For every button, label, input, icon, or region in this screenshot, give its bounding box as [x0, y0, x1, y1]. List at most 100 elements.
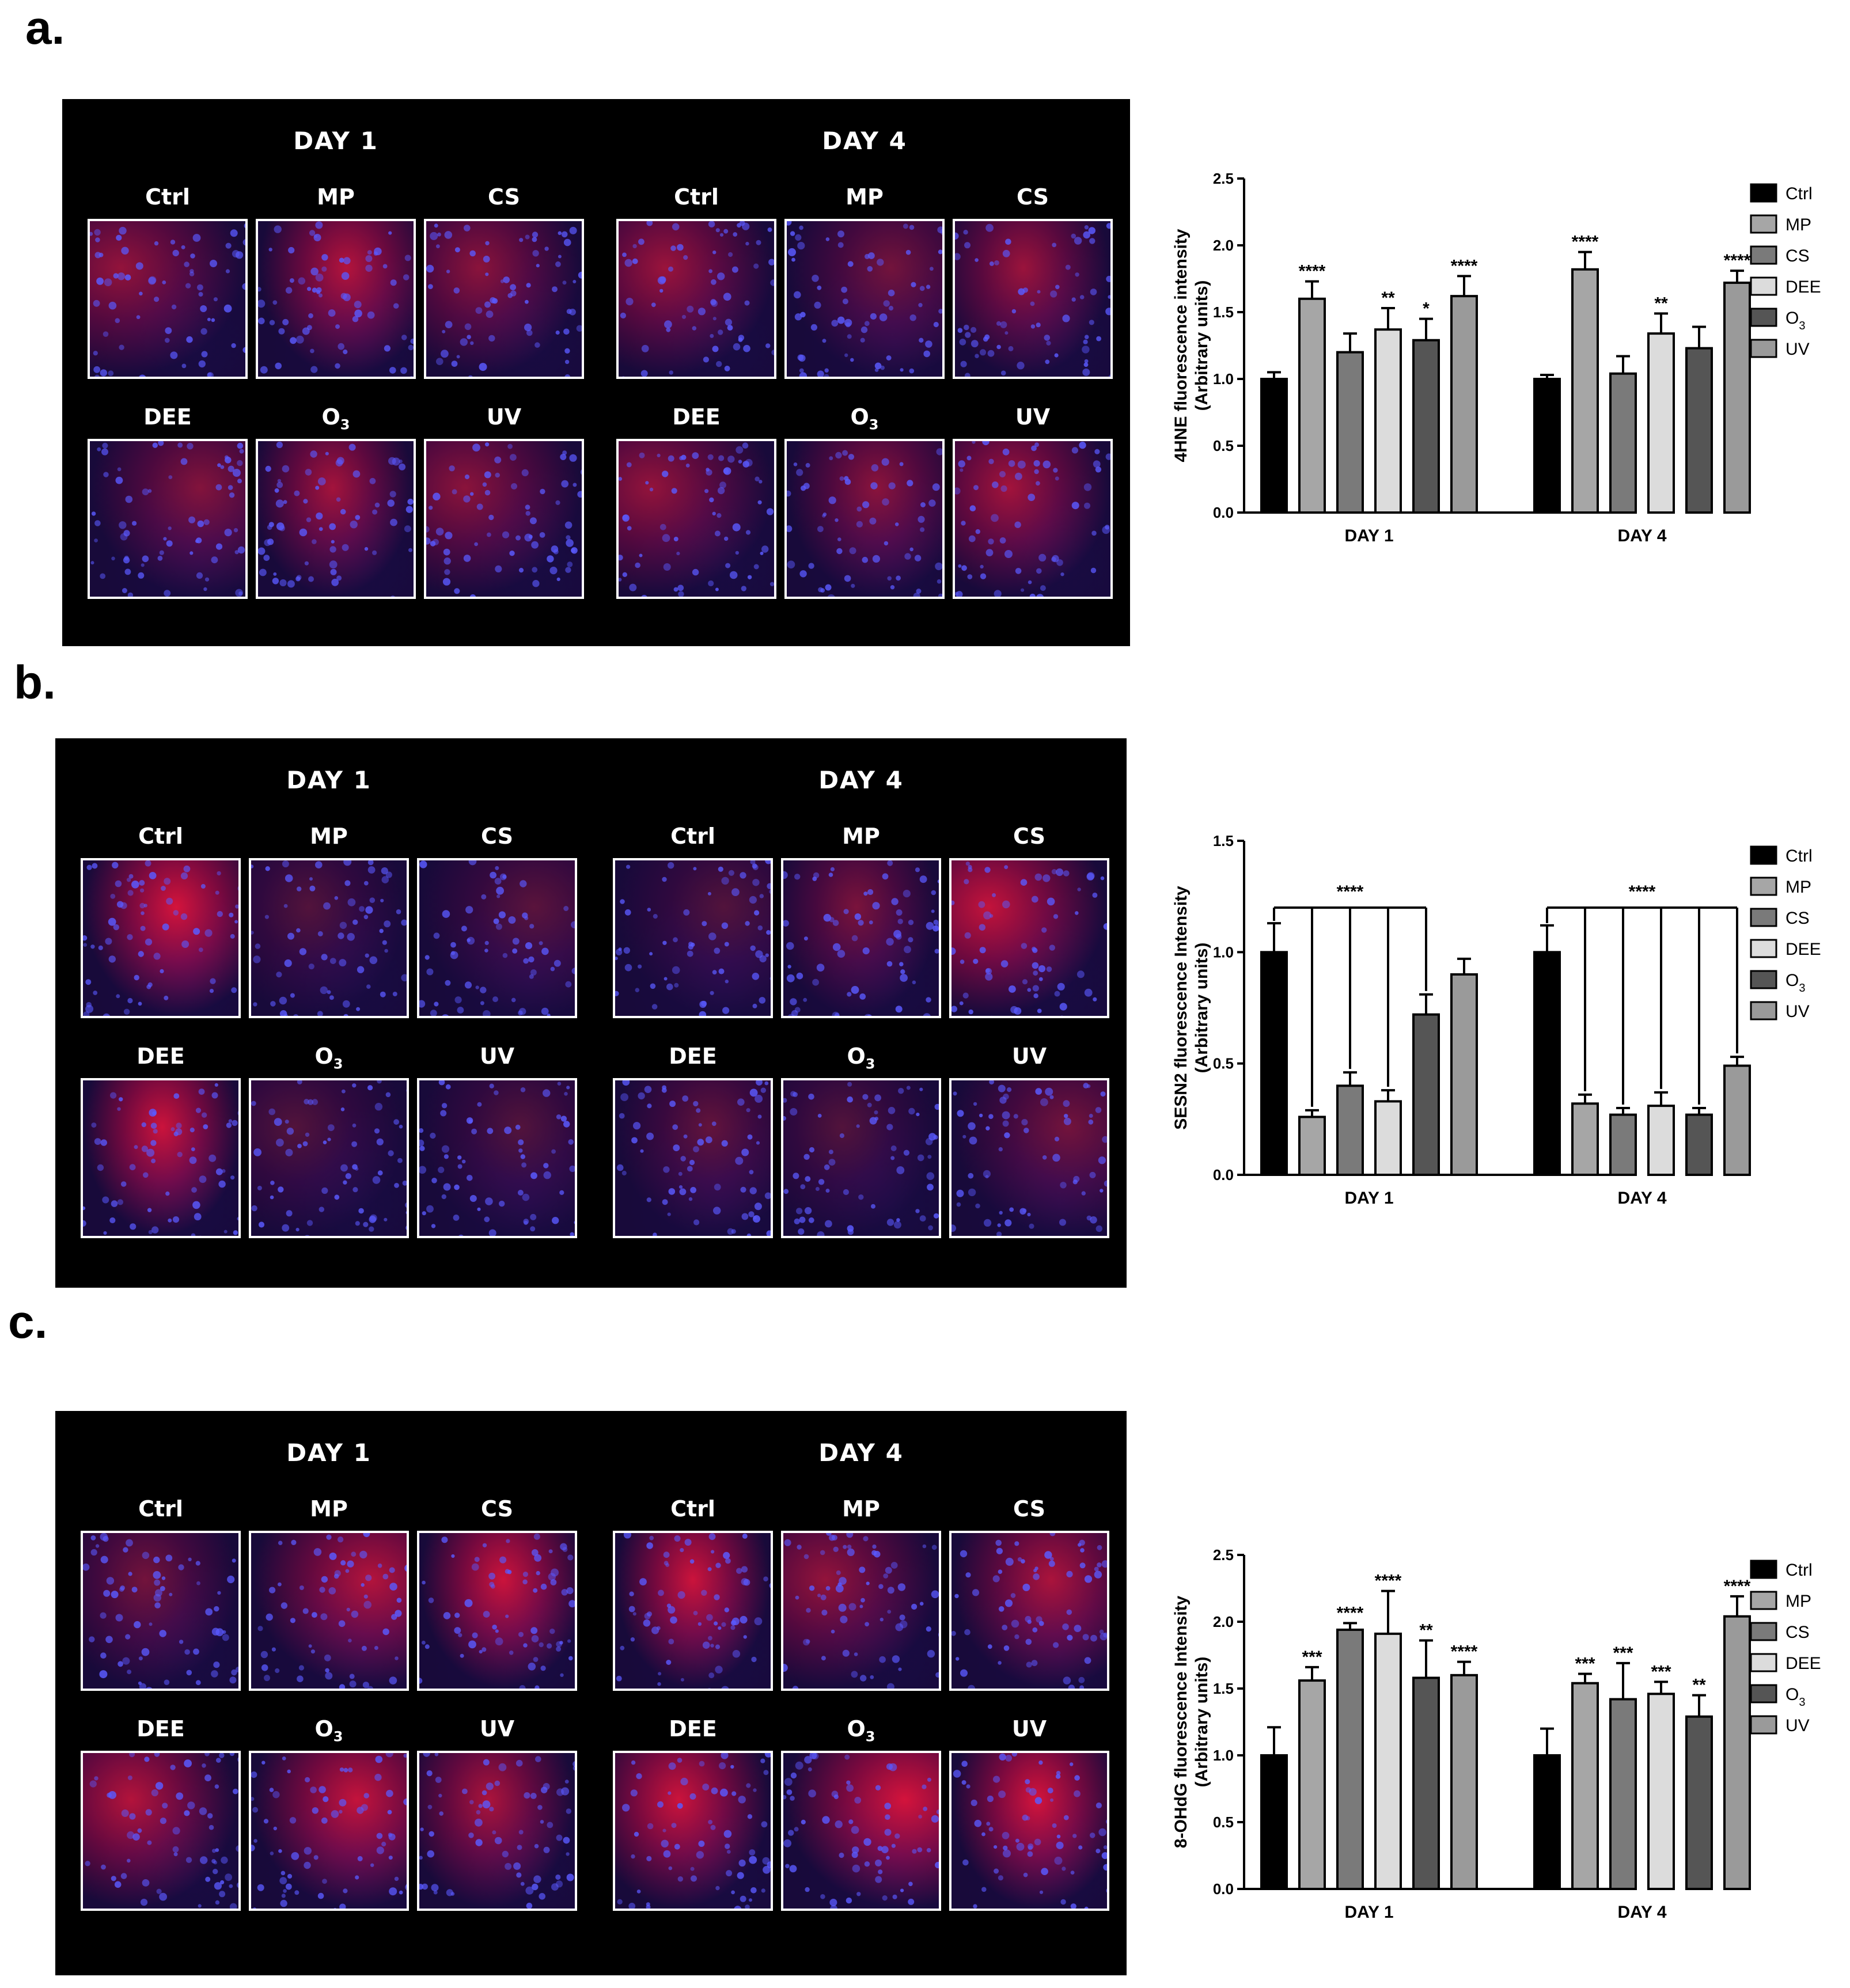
micrograph-tile [88, 219, 248, 379]
legend-label: MP [1785, 1592, 1811, 1611]
micrograph-tile [613, 858, 773, 1018]
micrograph-tile [949, 1751, 1109, 1911]
legend-subscript: 3 [1799, 982, 1805, 995]
nuclei-pattern [251, 1080, 407, 1236]
legend-swatch [1750, 308, 1777, 327]
y-axis-label: SESN2 fluorescence Intensity [1172, 886, 1191, 1130]
bar [1609, 1698, 1637, 1890]
micrograph-tile [781, 858, 941, 1018]
bracket-significance-label: **** [1629, 882, 1656, 901]
micrograph-tile [417, 1531, 577, 1691]
tile-label: Ctrl [88, 184, 248, 210]
tile-label-text: O [314, 1716, 333, 1742]
bar [1298, 297, 1326, 514]
y-axis-label-units: (Arbitrary units) [1192, 280, 1211, 411]
tile-label-text: CS [1017, 184, 1049, 210]
tile-label: MP [784, 184, 945, 210]
tile-label: CS [417, 824, 577, 849]
micrograph-tile [417, 858, 577, 1018]
legend-label: CS [1785, 1623, 1810, 1642]
x-category-label: DAY 1 [1344, 1903, 1393, 1922]
legend-label: MP [1785, 215, 1811, 234]
tile-label-text: MP [310, 1496, 348, 1522]
tile-label-text: CS [488, 184, 520, 210]
y-tick-label: 1.5 [1213, 1680, 1234, 1697]
significance-label: **** [1572, 233, 1599, 252]
tile-label: Ctrl [613, 824, 773, 849]
nuclei-pattern [419, 1753, 575, 1909]
bar [1336, 1628, 1364, 1890]
tile-label-text: O [314, 1044, 333, 1069]
y-axis-label-units: (Arbitrary units) [1192, 943, 1211, 1073]
tile-label: Ctrl [81, 824, 241, 849]
tile-label-text: UV [479, 1716, 515, 1742]
legend-label: CS [1785, 246, 1810, 265]
bar [1571, 1102, 1599, 1176]
significance-label: ** [1692, 1676, 1706, 1695]
legend-swatch [1750, 183, 1777, 203]
x-category-label: DAY 4 [1617, 1903, 1666, 1922]
nuclei-pattern [90, 441, 245, 597]
bar [1609, 372, 1637, 514]
nuclei-pattern [787, 221, 942, 377]
nuclei-pattern [616, 1080, 771, 1236]
bar [1260, 951, 1288, 1176]
panel-label-a: a. [25, 2, 65, 54]
tile-label-subscript: 3 [865, 1728, 875, 1745]
nuclei-pattern [257, 1533, 407, 1689]
day-title: DAY 4 [818, 1439, 904, 1467]
legend-swatch [1750, 845, 1777, 865]
legend-label: Ctrl [1785, 1561, 1813, 1580]
micrograph-tile [249, 1531, 409, 1691]
bar [1336, 351, 1364, 514]
micrograph-tile [949, 1531, 1109, 1691]
legend-label: O3 [1785, 971, 1805, 995]
y-axis-label-units: (Arbitrary units) [1192, 1657, 1211, 1788]
bar [1260, 378, 1288, 514]
bar [1533, 951, 1561, 1176]
y-tick-label: 1.0 [1213, 370, 1234, 388]
micrograph-tile [88, 439, 248, 599]
legend-label: UV [1785, 1002, 1810, 1021]
legend-swatch [1750, 1001, 1777, 1020]
micrograph-tile [81, 1531, 241, 1691]
tile-label-text: UV [1015, 404, 1051, 430]
panel-label-c: c. [8, 1296, 48, 1348]
legend-swatch [1750, 908, 1777, 927]
legend-swatch [1750, 970, 1777, 989]
tile-label-text: MP [317, 184, 355, 210]
tile-label-text: DEE [137, 1044, 185, 1069]
tile-label: UV [949, 1044, 1109, 1069]
nuclei-pattern [616, 1533, 771, 1689]
x-category-label: DAY 4 [1617, 526, 1666, 545]
y-tick-label: 0.0 [1213, 1880, 1234, 1898]
day-title: DAY 1 [286, 1439, 371, 1467]
legend-swatch [1750, 939, 1777, 958]
bar [1298, 1116, 1326, 1177]
tile-label: MP [781, 1496, 941, 1522]
tile-label-text: CS [1013, 824, 1045, 849]
tile-label-text: DEE [672, 404, 721, 430]
tile-label: DEE [613, 1716, 773, 1742]
nuclei-pattern [419, 860, 575, 1016]
bar [1723, 1064, 1751, 1176]
nuclei-pattern [617, 1753, 771, 1909]
significance-label: **** [1375, 1572, 1402, 1591]
y-tick-label: 1.0 [1213, 1747, 1234, 1764]
tile-label: CS [949, 1496, 1109, 1522]
legend-label: DEE [1785, 278, 1821, 297]
nuclei-pattern [783, 860, 939, 1016]
legend-swatch [1750, 877, 1777, 896]
x-category-label: DAY 1 [1344, 526, 1393, 545]
tile-label-subscript: 3 [340, 416, 350, 433]
significance-label: *** [1302, 1648, 1322, 1667]
legend-swatch [1750, 245, 1777, 265]
bar [1685, 1715, 1713, 1890]
bar [1571, 1682, 1599, 1890]
tile-label-text: MP [310, 824, 348, 849]
legend-swatch [1750, 1684, 1777, 1704]
micrograph-tile [249, 1751, 409, 1911]
tile-label-text: Ctrl [670, 824, 715, 849]
chart-svg: 0.0 0.5 1.0 1.5 2.0 2.5 4HNE fluorescence inte… [1172, 170, 1821, 545]
bar-chart-8ohdg: 0.0 0.5 1.0 1.5 2.0 2.5 8-OHdG fluorescence In… [1152, 1532, 1843, 1947]
